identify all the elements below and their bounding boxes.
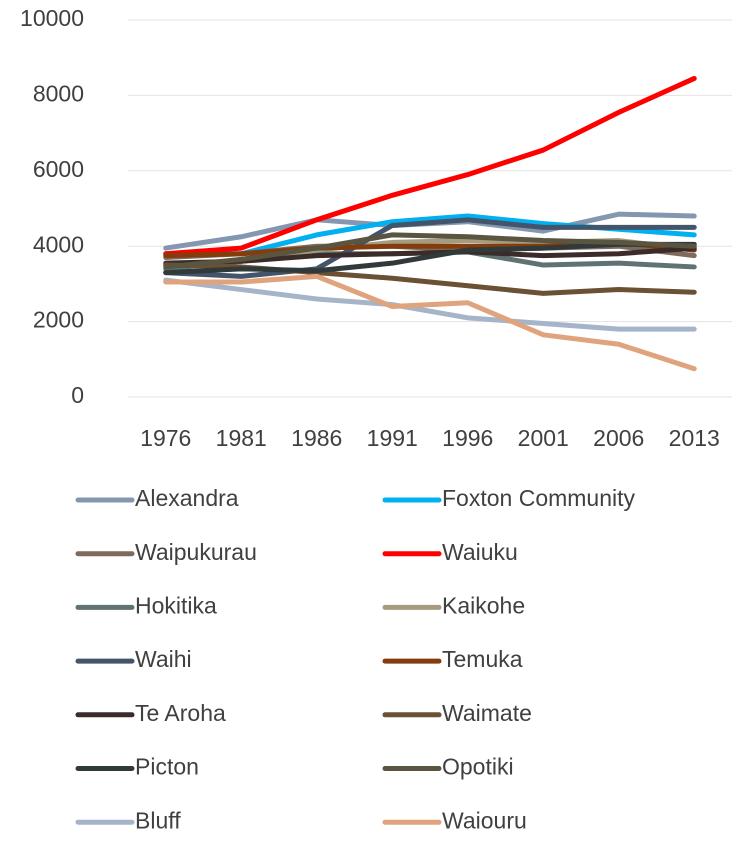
x-tick-label: 1996: [442, 425, 493, 451]
series-line: [163, 277, 697, 332]
series-line: [163, 75, 697, 257]
x-tick-label: 2001: [518, 425, 569, 451]
x-tick-label: 2013: [669, 425, 720, 451]
x-tick-label: 1976: [140, 425, 191, 451]
series-line: [163, 217, 697, 279]
legend-label: Waiuku: [442, 539, 518, 565]
series-line: [163, 241, 697, 276]
x-tick-label: 1986: [291, 425, 342, 451]
y-tick-label: 10000: [20, 5, 84, 31]
legend-label: Opotiki: [442, 754, 514, 780]
series-line: [163, 245, 697, 266]
legend-label: Kaikohe: [442, 592, 525, 618]
legend-label: Waipukurau: [135, 539, 257, 565]
legend-label: Temuka: [442, 646, 523, 672]
legend-label: Te Aroha: [135, 700, 226, 726]
legend-label: Picton: [135, 754, 199, 780]
y-tick-label: 8000: [33, 80, 84, 106]
legend-label: Bluff: [135, 807, 181, 833]
legend-label: Foxton Community: [442, 485, 636, 511]
y-tick-label: 6000: [33, 156, 84, 182]
legend-label: Waihi: [135, 646, 192, 672]
legend-label: Waiouru: [442, 807, 527, 833]
y-tick-label: 0: [71, 382, 84, 408]
legend-label: Hokitika: [135, 592, 217, 618]
y-tick-label: 2000: [33, 307, 84, 333]
x-tick-label: 1991: [367, 425, 418, 451]
legend-label: Waimate: [442, 700, 532, 726]
x-tick-label: 1981: [216, 425, 267, 451]
x-tick-label: 2006: [593, 425, 644, 451]
series-line: [163, 232, 697, 270]
series-line: [163, 273, 697, 372]
y-tick-label: 4000: [33, 231, 84, 257]
legend-label: Alexandra: [135, 485, 239, 511]
